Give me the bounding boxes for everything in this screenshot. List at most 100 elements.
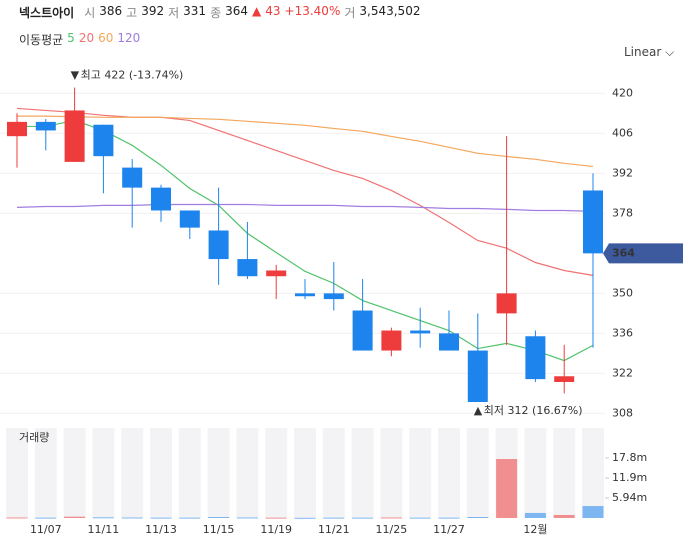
- candle-body: [93, 124, 114, 157]
- volume-bar: [92, 517, 114, 519]
- candle-body: [381, 330, 402, 351]
- volume-bar: [64, 516, 86, 518]
- x-tick-label: 11/07: [30, 523, 62, 536]
- price-badge: [603, 243, 683, 264]
- volume-column: [466, 428, 489, 518]
- volume-bar: [352, 517, 374, 519]
- candle-body: [295, 293, 315, 297]
- volume-bar: [467, 516, 489, 518]
- volume-column: [351, 428, 374, 518]
- candle-body: [410, 330, 431, 334]
- volume-tick-label: 5.94m: [612, 491, 647, 504]
- candle-body: [35, 121, 56, 131]
- volume-bar: [208, 516, 230, 518]
- volume-column: [178, 428, 201, 518]
- ma-legend: 이동평균 5 20 60 120: [19, 31, 140, 48]
- y-tick-label: 336: [612, 326, 633, 339]
- candle-body: [496, 293, 517, 314]
- volume-column: [265, 428, 288, 518]
- chevron[interactable]: ⌵: [665, 45, 675, 59]
- volume-bar: [380, 517, 402, 519]
- volume-column: [6, 428, 28, 518]
- volume-bar: [150, 517, 172, 519]
- y-tick-label: 322: [612, 366, 633, 379]
- field-value: 331: [183, 4, 207, 18]
- volume-tick-label: 17.8m: [612, 451, 647, 464]
- y-tick-label: 378: [612, 206, 633, 219]
- candle-body: [122, 167, 143, 188]
- ma-period: 60: [98, 31, 114, 45]
- candle-body: [583, 190, 603, 254]
- volume-bar: [409, 517, 431, 519]
- volume-bar: [236, 517, 258, 519]
- candle-body: [525, 336, 546, 380]
- x-tick-label: 11/21: [318, 523, 350, 536]
- candle-body: [323, 293, 344, 300]
- volume-bar: [323, 517, 345, 519]
- field-label: 고: [126, 6, 138, 20]
- volume-bar: [294, 517, 316, 519]
- x-tick-label: 11/27: [433, 523, 465, 536]
- volume-column: [380, 428, 403, 518]
- change-arrow: ▲: [252, 4, 262, 18]
- candle-body: [151, 187, 171, 211]
- volume-bar: [179, 517, 201, 519]
- y-tick-label: 350: [612, 286, 633, 299]
- volume-column: [553, 428, 576, 518]
- field-value: 392: [141, 4, 165, 18]
- candle-body: [352, 310, 373, 351]
- y-tick-label: 406: [612, 126, 633, 139]
- scale-label[interactable]: Linear: [624, 45, 662, 59]
- current-price: 364: [612, 246, 635, 259]
- volume-bar: [121, 517, 143, 519]
- field-label: 종: [210, 6, 222, 20]
- candle-body: [237, 259, 258, 277]
- volume-column: [150, 428, 172, 518]
- ma-label: 이동평균: [19, 33, 64, 47]
- volume-column: [582, 428, 604, 518]
- volume-column: [63, 428, 86, 518]
- volume-column: [121, 428, 144, 518]
- candle-body: [439, 333, 459, 351]
- moving-average: [16, 107, 594, 276]
- field-label: 저: [168, 6, 180, 20]
- candle-body: [64, 110, 85, 162]
- candle-body: [179, 210, 200, 228]
- moving-average: [17, 115, 594, 168]
- y-tick-label: 392: [612, 166, 633, 179]
- volume-bar: [524, 512, 546, 518]
- volume-column: [524, 428, 547, 518]
- volume-column: [409, 428, 432, 518]
- ma-period: 5: [67, 31, 75, 45]
- volume-column: [207, 428, 230, 518]
- scale-dropdown[interactable]: Linear ⌵: [624, 45, 674, 60]
- volume-column: [92, 428, 115, 518]
- candle-body: [554, 376, 575, 382]
- volume-bar: [496, 459, 518, 518]
- volume-bar: [582, 506, 604, 518]
- volume-bar: [438, 517, 460, 519]
- change: 43: [265, 4, 281, 18]
- x-tick-label: 11/15: [203, 523, 235, 536]
- candle-body: [266, 270, 287, 277]
- quote-fields: 시 386 고 392 저 331 종 364: [84, 4, 248, 21]
- volume-bar: [265, 517, 287, 519]
- candle-body: [467, 350, 488, 402]
- x-tick-label: 11/13: [145, 523, 177, 536]
- high-annotation: 최고 422 (-13.74%): [81, 69, 184, 82]
- x-tick-label: 11/11: [88, 523, 120, 536]
- moving-average: [16, 203, 594, 212]
- field-value: 386: [99, 4, 123, 18]
- volume-column: [322, 428, 345, 518]
- high-marker: ▼: [71, 69, 80, 82]
- x-tick-label: 11/19: [260, 523, 292, 536]
- field-value: 364: [225, 4, 249, 18]
- volume-bar: [35, 517, 57, 519]
- volume-column: [236, 428, 259, 518]
- x-tick-label: 12월: [523, 523, 547, 536]
- candle-body: [208, 230, 229, 260]
- y-tick-label: 420: [612, 86, 633, 99]
- stock-name: 넥스트아이: [19, 6, 75, 20]
